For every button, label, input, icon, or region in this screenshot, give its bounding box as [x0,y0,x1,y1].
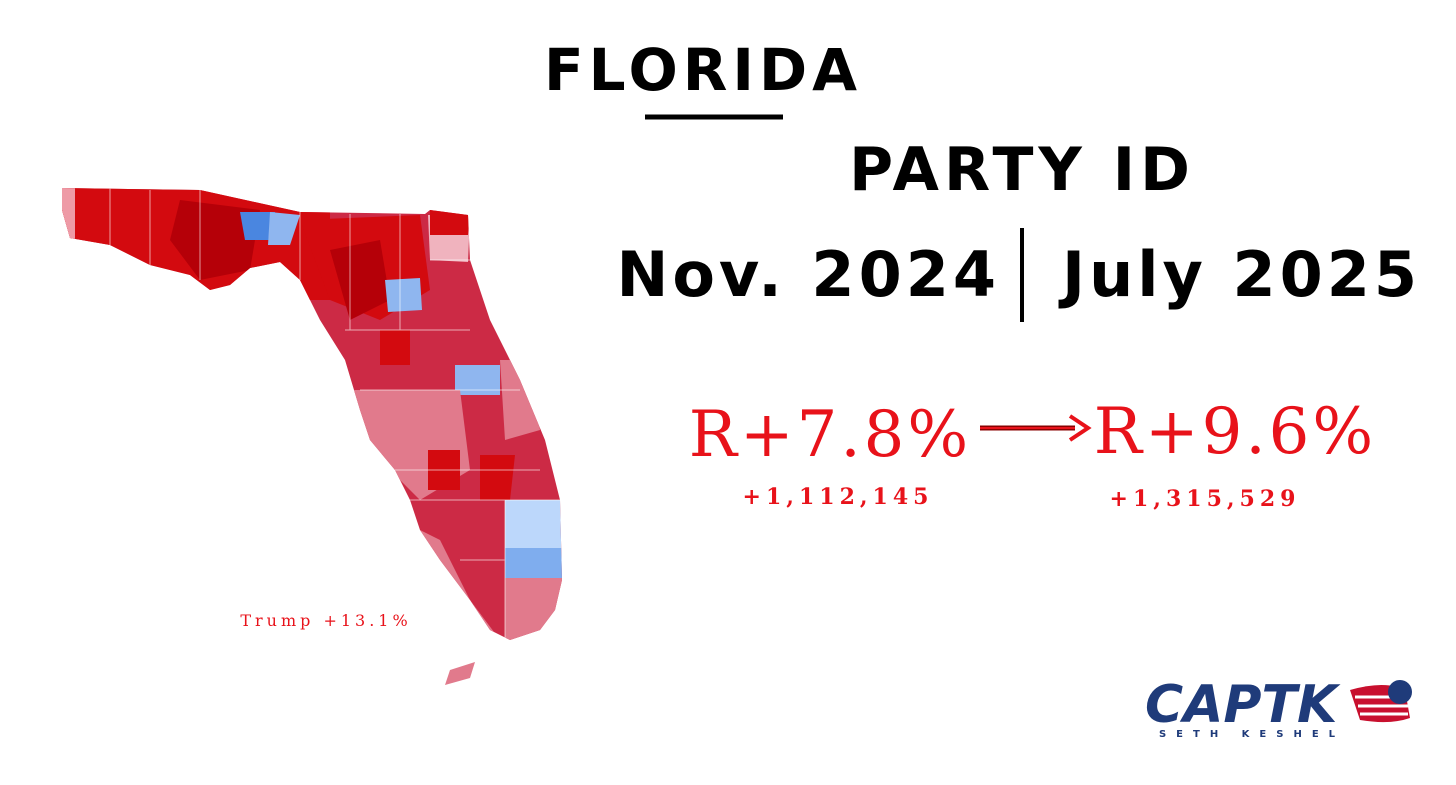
title: FLORIDA [544,36,862,104]
count-after: +1,315,529 [1110,486,1301,512]
margin-after: R+9.6% [1094,395,1376,469]
margin-before: R+7.8% [689,398,971,472]
florida-map [62,188,562,640]
logo-brand: CAPTK [1145,675,1341,735]
logo-byline: SETH KESHEL [1159,729,1345,740]
period-to: July 2025 [1058,238,1421,311]
florida-keys [445,662,475,685]
subtitle: PARTY ID [849,135,1195,205]
period-from: Nov. 2024 [616,238,1000,311]
count-before: +1,112,145 [743,484,934,510]
arrow [980,414,1092,442]
map-label: Trump +13.1% [240,611,411,630]
logo: CAPTK SETH KESHEL [1145,675,1412,740]
